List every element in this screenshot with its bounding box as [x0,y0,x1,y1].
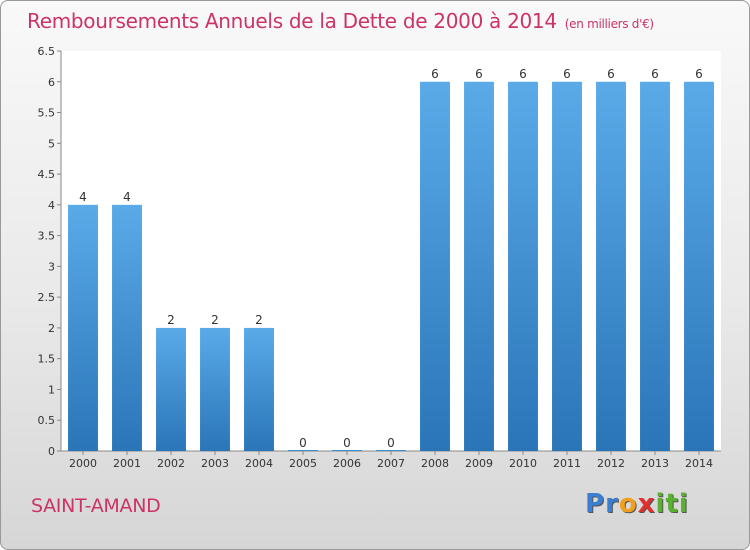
bar [112,204,142,451]
x-tick-label: 2000 [69,457,97,470]
bar [332,450,362,451]
proxiti-logo[interactable]: Proxiti [585,489,689,519]
x-tick-label: 2014 [685,457,713,470]
bars [68,81,714,452]
data-label: 0 [343,436,351,450]
data-label: 0 [387,436,395,450]
data-label: 6 [475,67,483,81]
logo-letter: t [665,489,679,519]
bar [288,450,318,451]
y-tick-label: 3.5 [38,230,56,243]
x-tick-label: 2004 [245,457,273,470]
bar [244,327,274,451]
data-label: 4 [79,190,87,204]
x-axis: 2000 2001 2002 2003 2004 2005 2006 2007 2008 2009… [61,450,721,470]
x-tick-label: 2002 [157,457,185,470]
commune-name: SAINT-AMAND [31,495,161,517]
data-label: 6 [607,67,615,81]
data-label: 6 [695,67,703,81]
bar [376,450,406,451]
data-label: 0 [299,436,307,450]
x-tick-label: 2007 [377,457,405,470]
chart-unit: (en milliers d'€) [564,17,654,31]
y-tick-label: 1.5 [38,353,56,366]
y-tick-label: 3 [48,260,55,273]
y-axis: 0 0.5 1 1.5 2 2.5 3 3.5 4 4.5 5 5.5 6 6.5 [38,45,62,458]
logo-letter: x [637,489,656,519]
y-tick-label: 0.5 [38,414,56,427]
data-label: 6 [519,67,527,81]
x-tick-label: 2005 [289,457,317,470]
x-tick-label: 2008 [421,457,449,470]
bar [464,81,494,452]
logo-letter: r [605,489,619,519]
y-tick-label: 6.5 [38,45,56,58]
chart-title: Remboursements Annuels de la Dette de 20… [27,9,654,33]
bar [156,327,186,451]
bar [420,81,450,452]
y-tick-label: 4.5 [38,168,56,181]
logo-letter: i [678,489,689,519]
data-label: 4 [123,190,131,204]
y-tick-label: 5.5 [38,107,56,120]
y-tick-label: 4 [48,199,55,212]
x-tick-label: 2009 [465,457,493,470]
x-tick-label: 2001 [113,457,141,470]
bar [640,81,670,452]
y-tick-label: 0 [48,445,55,458]
data-label: 6 [431,67,439,81]
y-tick-label: 2.5 [38,291,56,304]
bar [684,81,714,452]
data-label: 6 [563,67,571,81]
x-tick-label: 2010 [509,457,537,470]
logo-letter: i [655,489,666,519]
y-tick-label: 5 [48,137,55,150]
data-label: 2 [211,313,219,327]
data-label: 2 [167,313,175,327]
y-tick-label: 6 [48,76,55,89]
chart-title-text: Remboursements Annuels de la Dette de 20… [27,9,557,33]
y-tick-label: 1 [48,383,55,396]
bar [596,81,626,452]
x-tick-label: 2011 [553,457,581,470]
bar [508,81,538,452]
data-label: 6 [651,67,659,81]
x-tick-label: 2012 [597,457,625,470]
bar [552,81,582,452]
data-label: 2 [255,313,263,327]
data-labels: 4 4 2 2 2 0 0 0 6 6 6 6 6 6 6 [79,67,703,450]
logo-letter: P [585,489,606,519]
x-tick-label: 2003 [201,457,229,470]
y-tick-label: 2 [48,322,55,335]
x-tick-label: 2006 [333,457,361,470]
x-tick-label: 2013 [641,457,669,470]
logo-letter: o [618,489,638,519]
bar [68,204,98,451]
bar [200,327,230,451]
